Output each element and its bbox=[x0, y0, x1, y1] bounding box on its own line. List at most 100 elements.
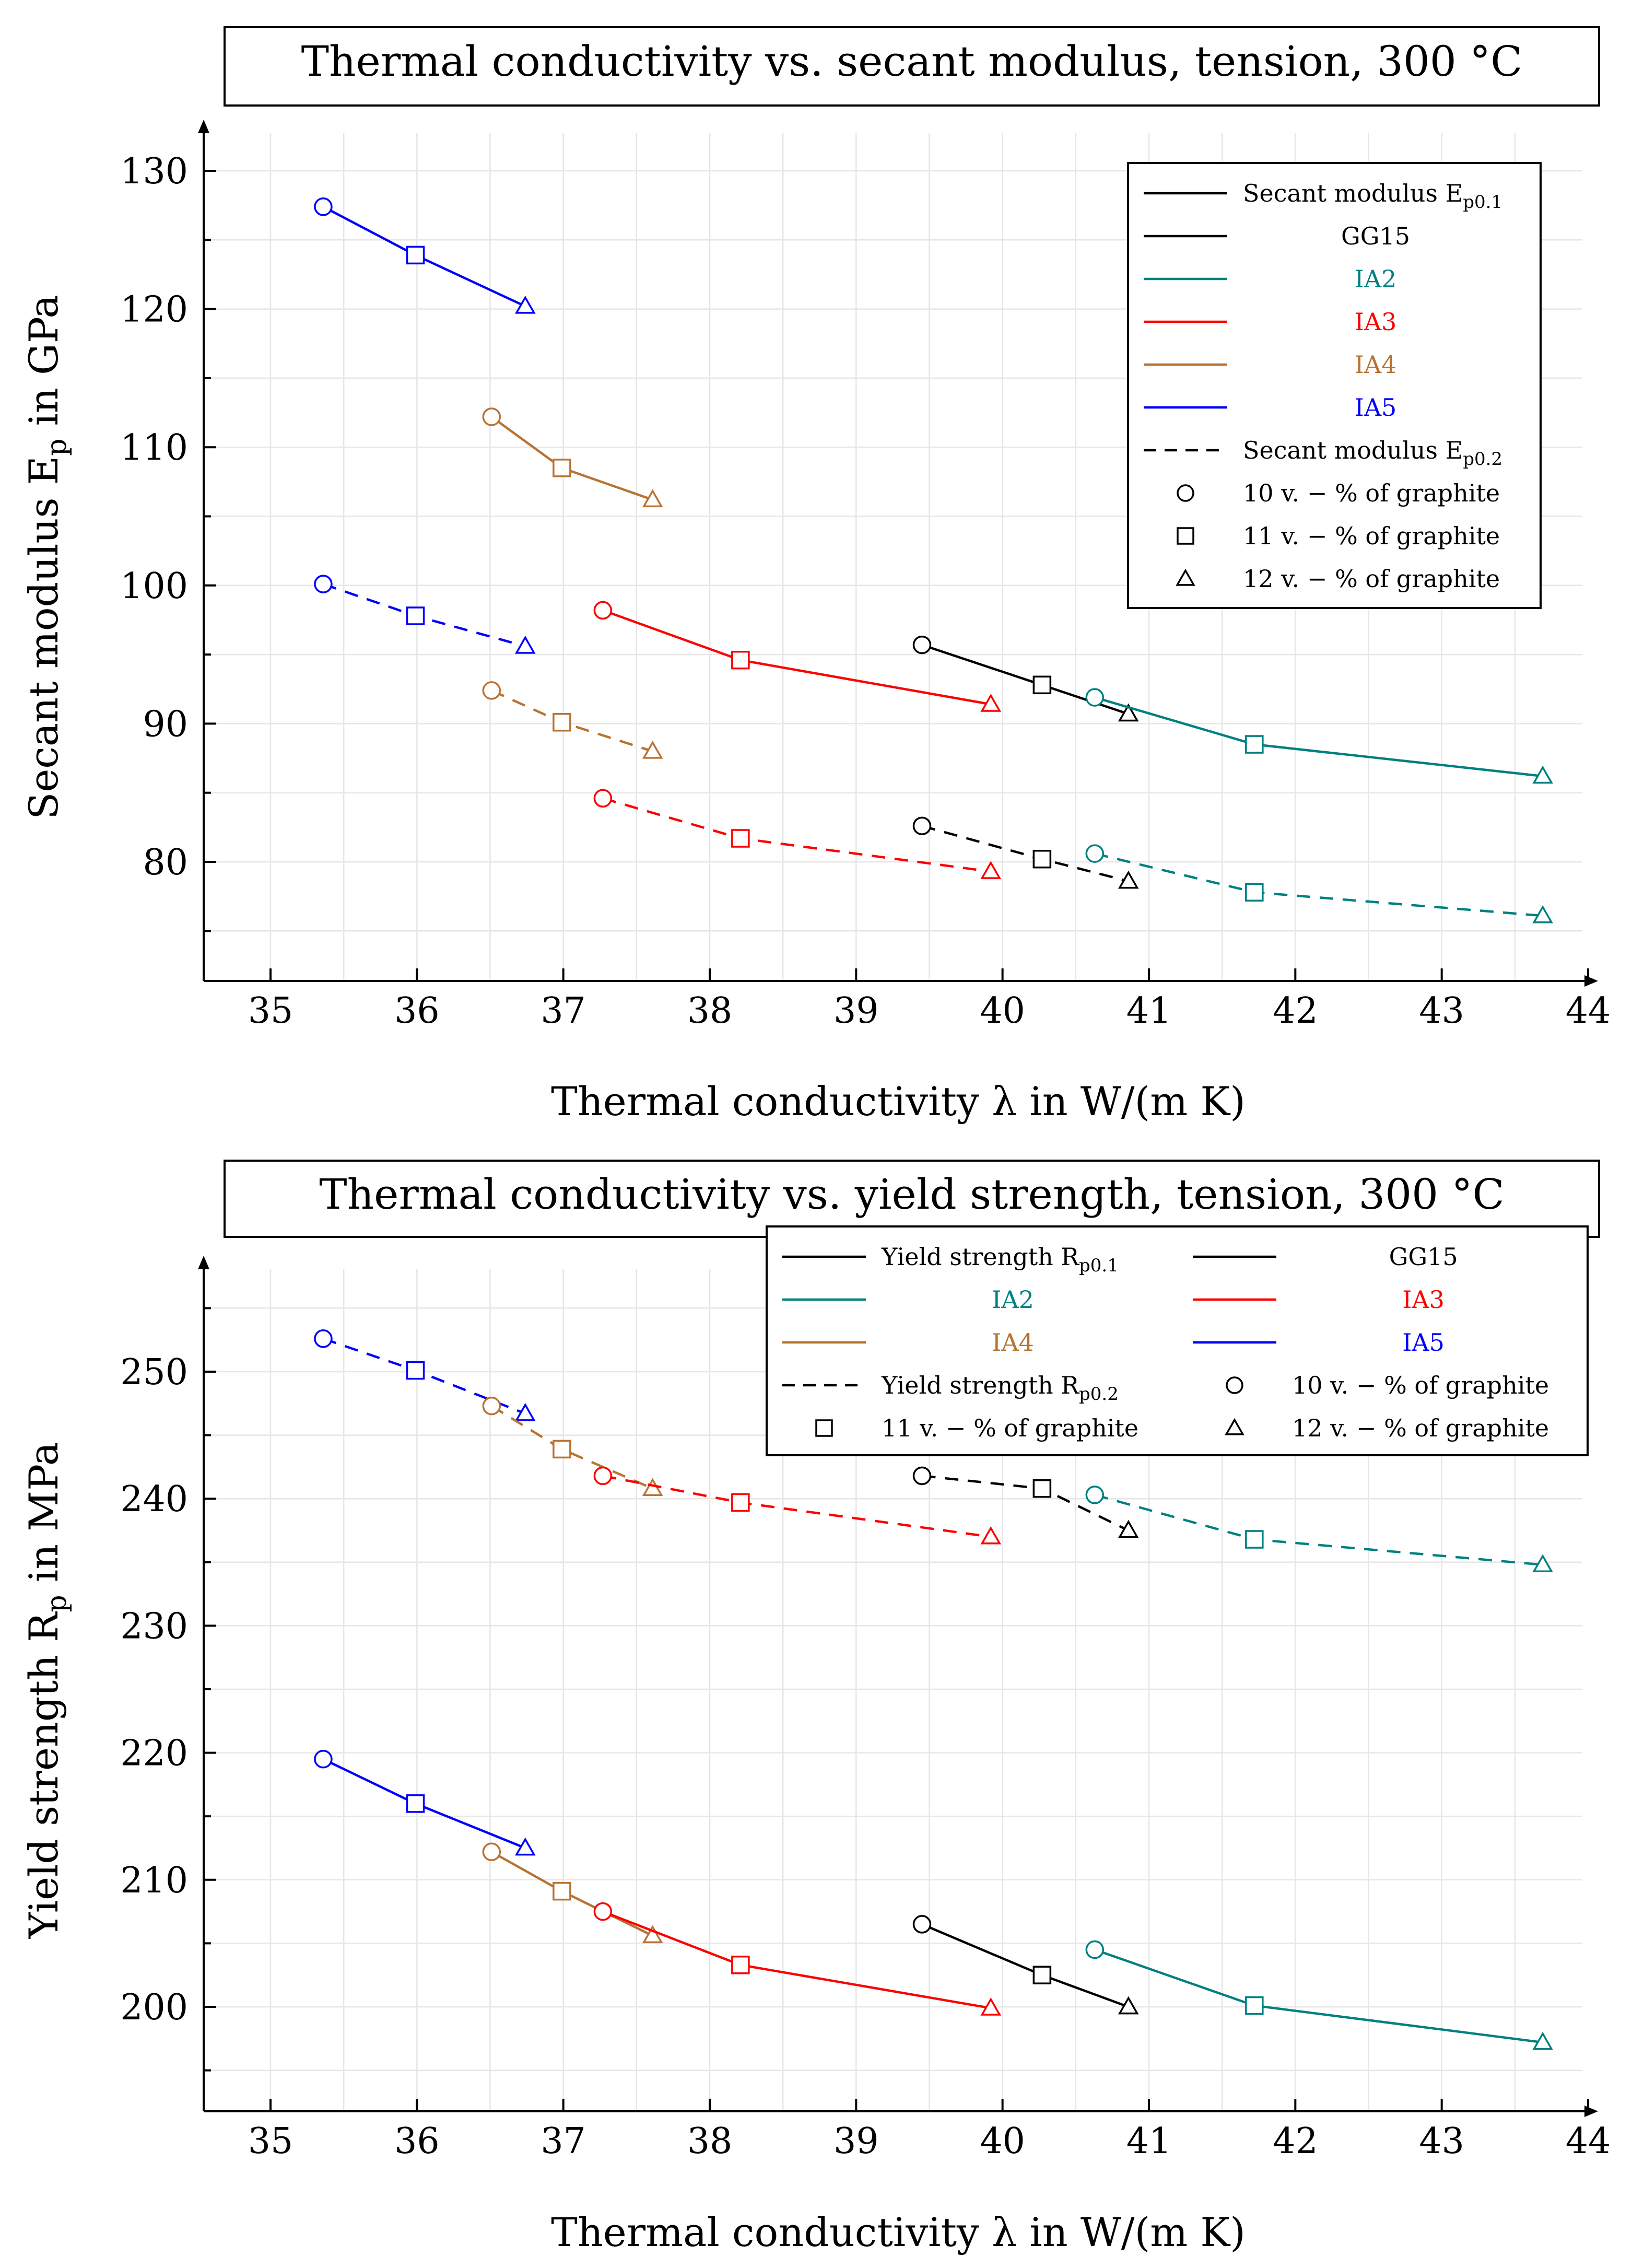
legend-entry: 10 v. − % of graphite bbox=[1177, 479, 1500, 507]
y-tick-label: 120 bbox=[120, 289, 188, 331]
data-point-marker bbox=[980, 694, 1002, 712]
legend-entry: Secant modulus Ep0.1 bbox=[1144, 179, 1502, 213]
data-point-marker bbox=[1085, 688, 1105, 707]
legend-entry: IA3 bbox=[1144, 308, 1396, 336]
legend-label: Secant modulus Ep0.1 bbox=[1243, 179, 1502, 213]
legend-entry: Yield strength Rp0.1 bbox=[782, 1243, 1119, 1276]
legend-label: GG15 bbox=[1341, 222, 1410, 250]
legend-label: IA4 bbox=[1355, 350, 1397, 379]
legend-label-text: IA5 bbox=[1355, 393, 1397, 422]
legend-entry: 12 v. − % of graphite bbox=[1176, 565, 1500, 593]
x-tick-label: 43 bbox=[1419, 990, 1464, 1032]
legend-label-sub: p0.2 bbox=[1079, 1384, 1119, 1405]
y-tick-label: 200 bbox=[120, 1987, 188, 2028]
data-point-marker bbox=[1245, 1996, 1264, 2015]
series-line bbox=[491, 1405, 653, 1490]
series-line bbox=[1094, 852, 1543, 917]
y-tick-label: 210 bbox=[120, 1860, 188, 1901]
y-tick-label: 80 bbox=[143, 842, 188, 883]
legend-label-text: Secant modulus E bbox=[1243, 179, 1463, 207]
legend-entry: IA2 bbox=[1144, 265, 1396, 293]
legend-label-text: IA4 bbox=[1355, 350, 1397, 379]
data-point-marker bbox=[642, 740, 663, 759]
series-line bbox=[602, 1475, 991, 1538]
x-tick-label: 38 bbox=[687, 2121, 733, 2162]
x-tick-label: 41 bbox=[1126, 990, 1172, 1032]
data-point-marker bbox=[482, 681, 501, 700]
legend-label-text: IA2 bbox=[1355, 265, 1397, 293]
y-axis-label-sub: p bbox=[41, 439, 73, 456]
x-axis-label: Thermal conductivity λ in W/(m K) bbox=[551, 2209, 1246, 2255]
y-axis-arrow bbox=[198, 120, 209, 133]
legend-label-text: 10 v. − % of graphite bbox=[1243, 479, 1500, 507]
data-point-marker bbox=[731, 1955, 750, 1974]
series-group bbox=[314, 197, 1553, 923]
legend-entry: 10 v. − % of graphite bbox=[1226, 1371, 1549, 1399]
y-axis-label: Yield strength Rp in MPa bbox=[20, 1442, 73, 1939]
legend-label: GG15 bbox=[1389, 1243, 1458, 1271]
legend-label-text: IA3 bbox=[1402, 1285, 1445, 1314]
data-point-marker bbox=[593, 789, 613, 808]
chart-title: Thermal conductivity vs. secant modulus,… bbox=[301, 37, 1523, 86]
series-line bbox=[921, 1923, 1129, 2008]
legend-label-text: 11 v. − % of graphite bbox=[882, 1414, 1138, 1442]
data-point-marker bbox=[593, 1466, 613, 1486]
data-point-marker bbox=[731, 1493, 750, 1512]
series-line bbox=[1094, 696, 1543, 778]
data-point-marker bbox=[406, 245, 425, 265]
x-tick-label: 38 bbox=[687, 990, 733, 1032]
legend-label: Yield strength Rp0.2 bbox=[881, 1371, 1119, 1405]
data-point-marker bbox=[912, 816, 932, 835]
y-axis-label-main: Yield strength R bbox=[20, 1611, 67, 1939]
axes: 35 36 37 38 39 40 41 42 43 44 200 210 220 230 240 250 bbox=[120, 1256, 1611, 2162]
data-point-marker bbox=[314, 1329, 333, 1348]
series-line bbox=[602, 797, 991, 873]
x-tick-label: 36 bbox=[394, 990, 440, 1032]
legend-label-text: IA5 bbox=[1402, 1328, 1445, 1357]
data-point-marker bbox=[1245, 883, 1264, 902]
data-point-marker bbox=[1245, 1530, 1264, 1549]
legend-label: IA3 bbox=[1402, 1285, 1445, 1314]
data-point-marker bbox=[980, 1997, 1002, 2016]
data-point-marker bbox=[314, 1750, 333, 1769]
legend-entry: IA5 bbox=[1193, 1328, 1445, 1357]
data-point-marker bbox=[406, 606, 425, 625]
legend-marker-sample bbox=[1176, 568, 1195, 586]
legend-label-text: Secant modulus E bbox=[1243, 436, 1463, 464]
data-point-marker bbox=[731, 829, 750, 848]
legend-label-text: GG15 bbox=[1341, 222, 1410, 250]
x-tick-label: 42 bbox=[1273, 2121, 1318, 2162]
x-tick-label: 40 bbox=[980, 2121, 1025, 2162]
x-axis-label: Thermal conductivity λ in W/(m K) bbox=[551, 1078, 1246, 1125]
x-tick-label: 35 bbox=[248, 990, 293, 1032]
data-point-marker bbox=[482, 1396, 501, 1416]
data-point-marker bbox=[1085, 1486, 1105, 1504]
data-point-marker bbox=[1032, 675, 1052, 695]
y-tick-label: 220 bbox=[120, 1733, 188, 1774]
legend-label: IA2 bbox=[1355, 265, 1397, 293]
x-tick-label: 44 bbox=[1566, 990, 1611, 1032]
data-point-marker bbox=[980, 861, 1002, 879]
legend-entry: IA5 bbox=[1144, 393, 1396, 422]
y-axis-arrow bbox=[198, 1256, 209, 1269]
legend-entry: 11 v. − % of graphite bbox=[815, 1414, 1138, 1442]
legend-label: 12 v. − % of graphite bbox=[1243, 565, 1500, 593]
data-point-marker bbox=[514, 1402, 536, 1421]
series-group bbox=[314, 1329, 1553, 2050]
x-tick-label: 41 bbox=[1126, 2121, 1172, 2162]
x-axis-arrow bbox=[1584, 975, 1598, 987]
data-point-marker bbox=[406, 1794, 425, 1813]
legend-entry: IA4 bbox=[1144, 350, 1396, 379]
y-tick-label: 110 bbox=[120, 427, 188, 469]
data-point-marker bbox=[514, 635, 536, 654]
chart-panel-2: 35 36 37 38 39 40 41 42 43 44 200 210 220 230 240 250 Th… bbox=[20, 1160, 1611, 2255]
y-tick-label: 250 bbox=[120, 1352, 188, 1393]
y-tick-label: 90 bbox=[143, 704, 188, 745]
legend-entry: Yield strength Rp0.2 bbox=[782, 1371, 1119, 1405]
series-line bbox=[491, 689, 653, 753]
legend-label: 10 v. − % of graphite bbox=[1243, 479, 1500, 507]
axes: 35 36 37 38 39 40 41 42 43 44 80 90 100 110 120 130 bbox=[120, 120, 1611, 1032]
x-tick-label: 36 bbox=[394, 2121, 440, 2162]
data-point-marker bbox=[593, 601, 613, 620]
